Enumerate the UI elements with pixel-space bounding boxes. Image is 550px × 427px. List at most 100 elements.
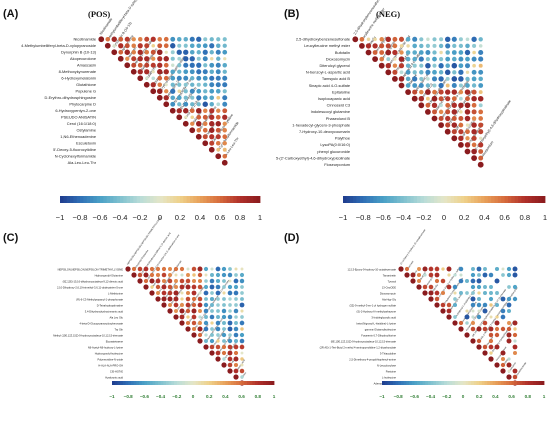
correlation-dot [233, 284, 239, 290]
row-label: 12,13-Epoxy-9-hydroxy-10-octadecenoate [348, 267, 397, 271]
colorbar-segment [356, 196, 361, 203]
correlation-dot [446, 308, 452, 314]
correlation-dot [439, 37, 444, 42]
correlation-dot [464, 115, 471, 122]
correlation-dot [464, 49, 471, 56]
colorbar-segment [343, 196, 347, 203]
correlation-dot [464, 109, 471, 115]
correlation-dot [202, 134, 208, 140]
panel-c-colorbar-ticks: −1 −0.8 −0.6 −0.4 −0.2 0 0.2 0.4 0.6 0.8 1 [109, 394, 275, 399]
correlation-dot [478, 90, 483, 95]
correlation-dot [451, 135, 458, 142]
colorbar-segment [503, 381, 507, 385]
colorbar-segment [198, 381, 202, 385]
colorbar-segment [525, 381, 529, 385]
colorbar-tick-label: −0.4 [396, 213, 411, 222]
correlation-dot [222, 62, 228, 68]
correlation-dot [180, 297, 184, 301]
colorbar-segment [180, 196, 184, 203]
colorbar-segment [125, 381, 129, 385]
colorbar-tick-label: 0.4 [479, 213, 490, 222]
correlation-dot [174, 285, 178, 289]
correlation-dot [478, 109, 484, 115]
correlation-dot [189, 36, 195, 42]
correlation-dot [198, 309, 202, 313]
correlation-dot [432, 109, 437, 115]
panel-c-letter: (C) [3, 232, 19, 244]
correlation-dot [440, 278, 446, 284]
colorbar-segment [392, 381, 396, 385]
correlation-dot [150, 82, 156, 88]
correlation-dot [144, 36, 150, 42]
correlation-dot [447, 273, 451, 277]
correlation-dot [471, 95, 477, 102]
correlation-dot [137, 266, 143, 272]
colorbar-tick-label: 0.2 [175, 213, 186, 222]
colorbar-segment [417, 196, 421, 203]
colorbar-segment [228, 381, 232, 385]
correlation-dot [216, 37, 221, 42]
correlation-dot [352, 36, 359, 43]
correlation-dot [209, 75, 215, 81]
correlation-dot [173, 296, 179, 302]
correlation-dot [196, 62, 202, 68]
correlation-dot [198, 291, 202, 295]
correlation-dot [452, 320, 458, 326]
correlation-dot [412, 83, 418, 88]
row-label: D-Tetrahydropalmatine [97, 303, 124, 307]
colorbar-segment [440, 196, 445, 203]
colorbar-segment [527, 381, 531, 385]
correlation-dot [494, 344, 500, 350]
correlation-dot [416, 284, 422, 290]
row-label: PSEUDO ANISATIN [61, 115, 96, 120]
correlation-dot [488, 272, 494, 278]
correlation-dot [476, 278, 482, 284]
row-label: Dioxosomycin [326, 56, 350, 61]
correlation-dot [399, 50, 404, 55]
correlation-dot [173, 290, 179, 296]
correlation-dot [458, 129, 464, 135]
correlation-dot [240, 363, 244, 367]
correlation-dot [179, 314, 185, 320]
colorbar-segment [216, 196, 221, 203]
colorbar-segment [193, 196, 198, 203]
correlation-dot [161, 284, 167, 290]
correlation-dot [167, 266, 173, 272]
correlation-dot [125, 56, 130, 61]
correlation-dot [405, 56, 411, 62]
colorbar-segment [147, 381, 151, 385]
correlation-dot [203, 290, 209, 296]
colorbar-segment [491, 196, 495, 203]
colorbar-segment [393, 196, 398, 203]
correlation-dot [405, 37, 411, 42]
colorbar-tick-label: −0.4 [113, 213, 128, 222]
correlation-dot [482, 272, 488, 278]
correlation-dot [425, 43, 430, 48]
correlation-dot [98, 36, 105, 43]
correlation-dot [472, 63, 476, 68]
correlation-dot [203, 344, 209, 350]
correlation-dot [506, 266, 512, 272]
colorbar-segment [206, 196, 211, 203]
correlation-dot [471, 148, 477, 155]
correlation-dot [392, 36, 398, 42]
correlation-dot [209, 114, 215, 120]
correlation-dot [471, 116, 477, 121]
correlation-dot [398, 266, 404, 272]
colorbar-segment [487, 196, 492, 203]
row-label: 13-OxoODE [382, 285, 396, 289]
correlation-dot [458, 326, 464, 332]
correlation-dot [216, 309, 220, 313]
correlation-dot [458, 43, 464, 49]
colorbar-segment [422, 381, 426, 385]
correlation-dot [471, 36, 477, 42]
column-label: 12,13-Epoxy-9-hydroxy-10-octadecenoate [399, 228, 426, 265]
correlation-dot [393, 57, 397, 61]
correlation-dot [209, 62, 215, 68]
colorbar-segment [86, 196, 91, 203]
correlation-dot [157, 36, 163, 42]
correlation-dot [441, 267, 445, 271]
correlation-dot [176, 108, 182, 114]
row-label: 4-beta-D-Glucopyranosyloxybenzoate [79, 321, 123, 325]
correlation-dot [506, 374, 512, 380]
